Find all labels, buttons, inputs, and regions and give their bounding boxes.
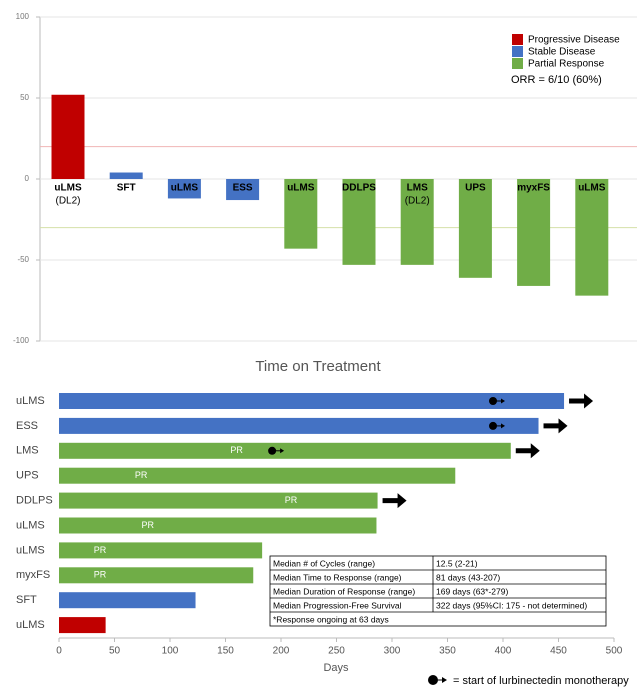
x-tick-label: 0 (56, 646, 62, 657)
category-label: DDLPS (16, 495, 53, 507)
y-tick-label: -100 (13, 336, 30, 345)
category-label: uLMS (287, 183, 315, 194)
category-label: UPS (16, 470, 39, 482)
x-tick-label: 350 (439, 646, 456, 657)
category-note: (DL2) (405, 196, 430, 207)
marker-legend: = start of lurbinectedin monotherapy (453, 675, 629, 687)
annotation: ORR = 6/10 (60%) (511, 74, 602, 86)
bar (59, 417, 539, 434)
category-label: uLMS (16, 619, 45, 631)
table-cell: 322 days (95%CI: 175 - not determined) (436, 600, 587, 610)
y-tick-label: 0 (25, 174, 30, 183)
y-tick-label: 50 (20, 93, 29, 102)
category-label: uLMS (16, 395, 45, 407)
legend-swatch (512, 58, 523, 69)
bar (59, 393, 565, 409)
category-note: (DL2) (55, 196, 80, 207)
table-cell: 81 days (43-207) (436, 572, 500, 582)
category-label: myxFS (16, 569, 50, 581)
bar (59, 492, 378, 509)
x-tick-label: 400 (495, 646, 512, 657)
response-label: PR (230, 445, 243, 455)
table-cell: Median Progression-Free Survival (273, 600, 402, 610)
legend-label: Progressive Disease (528, 35, 620, 46)
bar (400, 179, 434, 265)
response-label: PR (135, 470, 148, 480)
y-tick-label: -50 (17, 255, 29, 264)
category-label: LMS (16, 445, 39, 457)
table-cell: 12.5 (2-21) (436, 558, 478, 568)
x-tick-label: 450 (550, 646, 567, 657)
bar (51, 94, 85, 179)
x-tick-label: 300 (384, 646, 401, 657)
bar (284, 179, 318, 249)
category-label: UPS (465, 183, 486, 194)
bar (59, 542, 263, 559)
legend-marker-head (442, 677, 447, 683)
x-tick-label: 50 (109, 646, 121, 657)
ongoing-arrow (382, 493, 407, 509)
bar (517, 179, 551, 286)
legend-swatch (512, 34, 523, 45)
x-tick-label: 150 (217, 646, 234, 657)
bar (575, 179, 609, 296)
bar (59, 592, 196, 609)
table-frame (269, 555, 607, 627)
ongoing-arrow (543, 418, 568, 434)
bar (109, 172, 143, 179)
monotherapy-marker (268, 446, 285, 455)
bar (226, 179, 260, 201)
chart-title: Time on Treatment (255, 358, 381, 375)
bar (167, 179, 201, 199)
category-label: SFT (16, 594, 37, 606)
bar (59, 467, 456, 484)
bar (59, 442, 511, 459)
x-tick-label: 250 (328, 646, 345, 657)
bar (342, 179, 376, 265)
category-label: uLMS (171, 183, 199, 194)
bar (59, 567, 254, 584)
bar (59, 517, 377, 534)
category-label: ESS (16, 420, 38, 432)
category-label: uLMS (16, 544, 45, 556)
category-label: uLMS (578, 183, 606, 194)
table-cell: Median Duration of Response (range) (273, 586, 415, 596)
bar (458, 179, 492, 278)
bar (59, 617, 106, 634)
category-label: ESS (233, 183, 253, 194)
category-label: uLMS (16, 519, 45, 531)
response-label: PR (94, 545, 107, 555)
table-cell: Median Time to Response (range) (273, 572, 402, 582)
monotherapy-marker (489, 397, 506, 405)
category-label: SFT (117, 183, 136, 194)
response-label: PR (285, 495, 298, 505)
x-tick-label: 500 (606, 646, 623, 657)
response-label: PR (94, 570, 107, 580)
y-tick-label: 100 (16, 12, 30, 21)
monotherapy-marker (489, 421, 506, 430)
category-label: uLMS (54, 183, 82, 194)
x-axis-label: Days (323, 662, 349, 674)
ongoing-arrow (515, 443, 540, 459)
table-cell: Median # of Cycles (range) (273, 558, 375, 568)
legend-label: Partial Response (528, 59, 605, 70)
category-label: LMS (407, 183, 428, 194)
x-tick-label: 100 (162, 646, 179, 657)
table-cell: 169 days (63*-279) (436, 586, 508, 596)
legend-swatch (512, 46, 523, 57)
response-label: PR (142, 520, 155, 530)
legend-label: Stable Disease (528, 47, 596, 58)
ongoing-arrow (569, 393, 594, 409)
x-tick-label: 200 (273, 646, 290, 657)
category-label: myxFS (517, 183, 550, 194)
category-label: DDLPS (342, 183, 376, 194)
table-footnote: *Response ongoing at 63 days (273, 614, 389, 624)
